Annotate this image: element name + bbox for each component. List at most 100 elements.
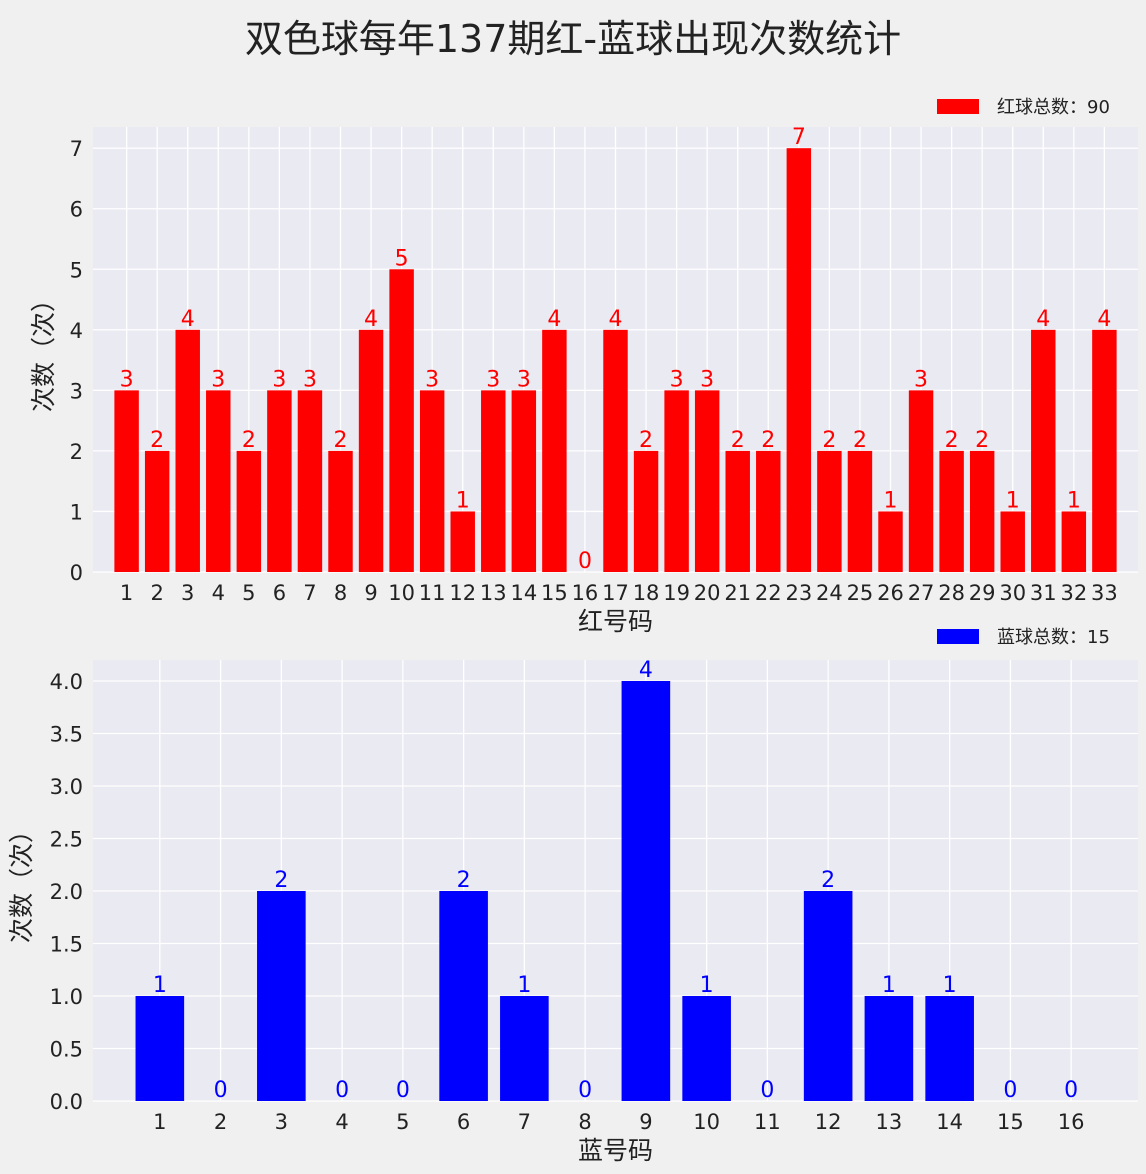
value-label: 0 [760, 1078, 774, 1103]
value-label: 3 [425, 367, 439, 392]
x-tick-label: 31 [1030, 581, 1057, 605]
x-tick-label: 7 [518, 1110, 531, 1134]
x-tick-label: 27 [908, 581, 935, 605]
value-label: 3 [211, 367, 225, 392]
bar-33 [1092, 329, 1117, 572]
bar-28 [939, 450, 964, 572]
bar-14 [511, 390, 537, 572]
plot-area [93, 660, 1138, 1101]
bar-7 [500, 996, 549, 1101]
y-tick-label: 6 [70, 198, 83, 222]
bar-1 [135, 996, 185, 1101]
y-axis-label: 次数（次） [7, 818, 36, 943]
x-tick-label: 20 [694, 581, 721, 605]
y-tick-label: 4.0 [50, 670, 83, 694]
x-tick-label: 3 [181, 581, 194, 605]
value-label: 3 [486, 367, 500, 392]
x-tick-label: 17 [602, 581, 629, 605]
x-tick-label: 30 [999, 581, 1026, 605]
x-tick-label: 19 [663, 581, 690, 605]
value-label: 1 [153, 973, 167, 998]
bar-7 [297, 390, 323, 572]
y-tick-label: 4 [70, 319, 83, 343]
x-tick-label: 1 [120, 581, 133, 605]
bar-17 [603, 329, 628, 572]
bar-13 [481, 390, 506, 572]
value-label: 3 [120, 367, 134, 392]
bar-26 [878, 511, 903, 572]
bar-6 [439, 891, 488, 1101]
y-tick-label: 1.0 [50, 985, 83, 1009]
x-tick-label: 11 [419, 581, 446, 605]
value-label: 2 [761, 428, 775, 453]
bar-5 [236, 450, 262, 572]
x-tick-label: 18 [633, 581, 660, 605]
bar-10 [682, 996, 731, 1101]
x-tick-label: 21 [724, 581, 751, 605]
value-label: 1 [1067, 488, 1081, 513]
x-tick-label: 8 [578, 1110, 591, 1134]
value-label: 2 [731, 428, 745, 453]
bar-8 [328, 450, 353, 572]
value-label: 3 [517, 367, 531, 392]
x-tick-label: 5 [396, 1110, 409, 1134]
bar-4 [206, 390, 231, 572]
bar-12 [450, 511, 475, 572]
value-label: 0 [1003, 1078, 1017, 1103]
x-tick-label: 14 [510, 581, 537, 605]
value-label: 2 [274, 868, 288, 893]
y-tick-label: 2 [70, 440, 83, 464]
bar-3 [257, 891, 306, 1101]
legend-swatch [937, 99, 979, 114]
value-label: 0 [214, 1078, 228, 1103]
x-tick-label: 6 [457, 1110, 470, 1134]
value-label: 4 [639, 658, 653, 683]
value-label: 3 [914, 367, 928, 392]
bar-32 [1061, 511, 1087, 572]
bar-9 [621, 681, 671, 1101]
y-tick-label: 1.5 [50, 933, 83, 957]
value-label: 2 [457, 868, 471, 893]
bar-22 [756, 450, 781, 572]
x-tick-label: 28 [938, 581, 965, 605]
bar-11 [419, 390, 445, 572]
value-label: 2 [334, 428, 348, 453]
bar-24 [817, 450, 842, 572]
value-label: 1 [1006, 488, 1020, 513]
value-label: 0 [396, 1078, 410, 1103]
x-tick-label: 8 [334, 581, 347, 605]
value-label: 4 [1097, 307, 1111, 332]
value-label: 4 [547, 307, 561, 332]
y-tick-label: 0 [70, 561, 83, 585]
y-tick-label: 1 [70, 500, 83, 524]
x-tick-label: 9 [364, 581, 377, 605]
value-label: 1 [943, 973, 957, 998]
x-tick-label: 4 [212, 581, 225, 605]
x-tick-label: 15 [541, 581, 568, 605]
value-label: 1 [882, 973, 896, 998]
x-tick-label: 3 [275, 1110, 288, 1134]
bar-20 [694, 390, 720, 572]
value-label: 4 [181, 307, 195, 332]
y-tick-label: 2.5 [50, 828, 83, 852]
bar-21 [725, 450, 750, 572]
bar-14 [925, 996, 974, 1101]
bar-13 [864, 996, 914, 1101]
legend-label: 蓝球总数：15 [997, 627, 1110, 648]
x-tick-label: 12 [449, 581, 476, 605]
bar-1 [114, 390, 139, 572]
y-tick-label: 0.5 [50, 1038, 83, 1062]
value-label: 1 [456, 488, 470, 513]
x-tick-label: 7 [303, 581, 316, 605]
x-tick-label: 29 [969, 581, 996, 605]
bar-19 [664, 390, 689, 572]
y-tick-label: 7 [70, 137, 83, 161]
x-tick-label: 2 [214, 1110, 227, 1134]
bar-18 [633, 450, 659, 572]
value-label: 3 [272, 367, 286, 392]
y-tick-label: 0.0 [50, 1090, 83, 1114]
value-label: 2 [822, 428, 836, 453]
value-label: 3 [303, 367, 317, 392]
x-tick-label: 22 [755, 581, 782, 605]
